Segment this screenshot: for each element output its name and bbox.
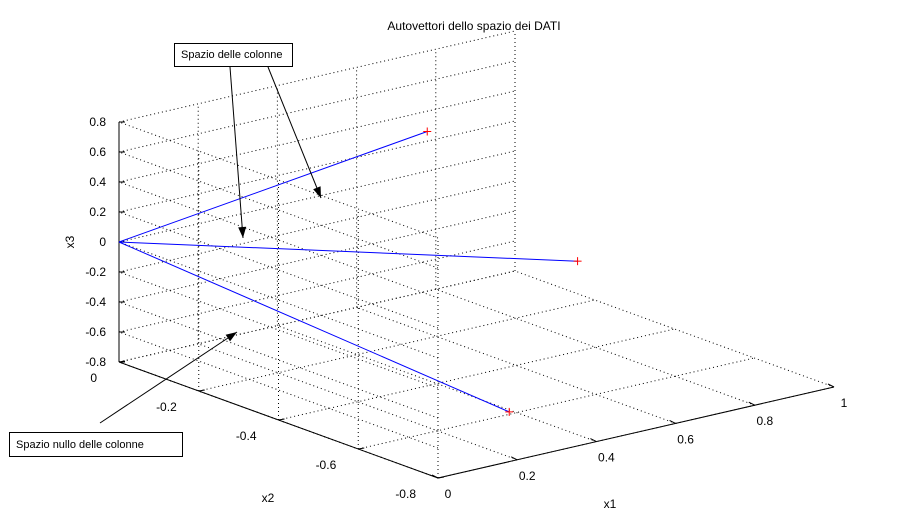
grid-line	[118, 241, 439, 359]
x-tick	[669, 419, 676, 424]
z-tick-label: 0.4	[89, 175, 106, 189]
x-tick-label: 1	[841, 396, 848, 410]
annotation-arrow	[229, 66, 244, 239]
grid-line	[118, 150, 516, 243]
eigenvector-line-2	[118, 241, 578, 262]
x-tick	[590, 438, 597, 443]
axis-layer	[118, 121, 835, 479]
y-axis-label: x2	[262, 491, 275, 505]
grid-line	[118, 301, 439, 419]
annotation-arrow	[267, 66, 322, 199]
annotation-column-null-space: Spazio nullo delle colonne	[9, 432, 183, 457]
z-tick-label: 0.2	[89, 205, 106, 219]
grid-line	[118, 270, 516, 363]
y-tick-label: -0.2	[156, 400, 177, 414]
z-tick-label: -0.8	[85, 355, 106, 369]
y-tick-label: -0.4	[236, 429, 257, 443]
x-tick	[510, 456, 518, 461]
grid-line	[118, 180, 516, 273]
grid-line	[118, 120, 516, 213]
z-tick-label: -0.6	[85, 325, 106, 339]
annotation-arrows	[99, 66, 322, 424]
z-tick-label: -0.4	[85, 295, 106, 309]
x-tick	[431, 474, 439, 479]
series-layer	[118, 127, 582, 416]
annotation-arrowhead	[225, 332, 237, 342]
x-tick-label: 0.8	[756, 414, 773, 428]
grid-line	[118, 240, 516, 333]
z-tick-label: 0.8	[89, 115, 106, 129]
grid-line	[514, 270, 835, 388]
y-tick	[358, 447, 365, 450]
x-tick	[827, 383, 835, 388]
x-tick	[748, 401, 756, 406]
x-axis-label: x1	[604, 497, 617, 511]
chart-title: Autovettori dello spazio dei DATI	[387, 19, 560, 33]
grid-line	[435, 288, 755, 406]
x-tick-label: 0.4	[598, 451, 615, 465]
grid-line	[118, 121, 439, 239]
grid-line	[118, 90, 516, 183]
grid-layer	[118, 30, 835, 479]
y-tick-label: -0.8	[395, 487, 416, 501]
grid-line	[278, 328, 675, 421]
tick-labels: 0 0.2 0.4 0.6 0.8 1 0 -0.2 -0.4 -0.6 -0.8 0.8 0.6 0.4…	[85, 115, 847, 501]
grid-line	[118, 151, 439, 269]
x-tick-label: 0.6	[677, 432, 694, 446]
grid-line	[198, 299, 595, 392]
annotation-arrowhead	[313, 186, 321, 198]
y-tick-label: -0.6	[316, 458, 337, 472]
grid-line	[118, 60, 516, 153]
x-tick-label: 0.2	[519, 469, 536, 483]
grid-line	[118, 181, 439, 299]
grid-line	[118, 331, 439, 449]
annotation-arrowhead	[238, 226, 247, 238]
x-axis-line	[437, 386, 835, 479]
annotation-arrow	[99, 331, 238, 424]
y-tick	[198, 389, 205, 392]
z-axis-label: x3	[63, 235, 77, 248]
grid-line	[118, 211, 439, 329]
grid-line	[198, 343, 518, 461]
annotation-column-space: Spazio delle colonne	[174, 43, 293, 67]
x-tick-label: 0	[445, 487, 452, 501]
grid-line	[277, 325, 597, 443]
y-tick-label: 0	[90, 371, 97, 385]
z-tick-label: 0.6	[89, 145, 106, 159]
y-tick	[278, 418, 285, 421]
grid-line	[118, 271, 439, 389]
z-tick-label: 0	[99, 235, 106, 249]
eigenvector-line-1	[118, 131, 428, 243]
eigenvector-line-3	[118, 241, 510, 413]
z-tick-label: -0.2	[85, 265, 106, 279]
y-tick	[437, 476, 445, 479]
grid-line	[356, 306, 676, 424]
